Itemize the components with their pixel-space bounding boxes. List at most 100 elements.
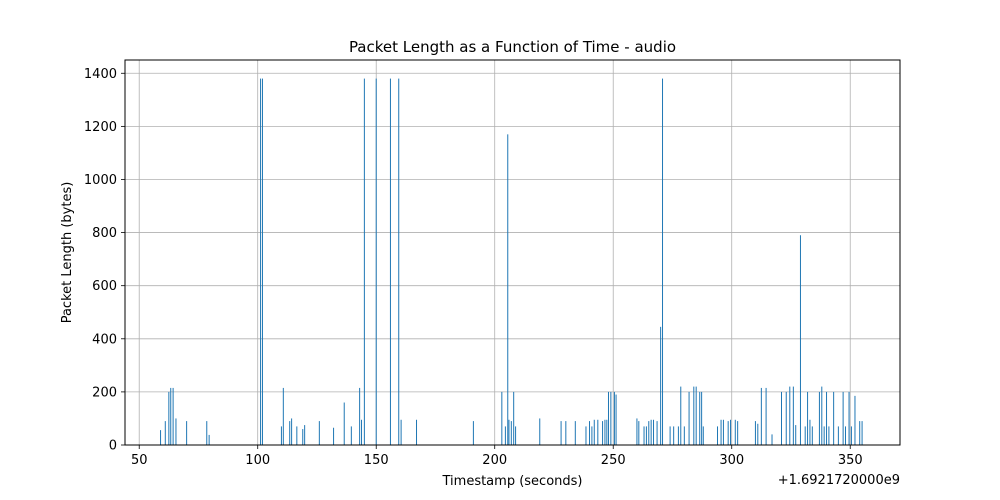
packet-bar [683,426,685,445]
packet-bar [861,421,863,445]
packet-bar [206,421,208,445]
packet-bar [606,419,608,445]
packet-bar [771,434,773,445]
packet-bar [754,421,756,445]
grid-lines [125,60,900,446]
packet-bar [645,426,647,445]
packet-bar [343,402,345,445]
packet-bar [164,421,166,445]
packet-bar [760,387,762,445]
packet-bar [734,419,736,445]
packet-bar [359,387,361,445]
packet-bar [636,418,638,445]
packet-bar [291,418,293,445]
x-tick-label: 250 [601,453,626,468]
y-tick-label: 800 [92,226,117,241]
packet-bar [844,426,846,445]
packet-bar [168,391,170,445]
packet-bar [260,78,262,445]
packet-bar [508,419,510,445]
plot-frame [124,59,901,446]
packet-bar [792,386,794,445]
x-axis-ticks: 50 100 150 200 250 300 350 [131,445,863,468]
packet-bar [737,421,739,445]
packet-bar [610,391,612,445]
packet-bar [811,426,813,445]
packet-bar [677,426,679,445]
packet-bar [804,426,806,445]
packet-bar [780,391,782,445]
packet-bar [821,386,823,445]
packet-bar [304,425,306,445]
y-tick-label: 0 [109,439,117,454]
packet-bar [289,421,291,445]
x-tick-label: 350 [838,453,863,468]
packet-bar [296,426,298,445]
packet-bar [730,419,732,445]
packet-bar [400,419,402,445]
packet-bar [699,391,701,445]
packet-bar [602,421,604,445]
packet-bar [799,235,801,445]
x-tick-label: 200 [482,453,507,468]
packet-bar [175,418,177,445]
packet-bar [727,421,729,445]
packet-bar [638,421,640,445]
packet-bar [673,426,675,445]
packet-bar [785,391,787,445]
packet-bar [472,421,474,445]
packet-bar [807,391,809,445]
packet-bar [648,421,650,445]
x-tick-label: 150 [364,453,389,468]
packet-bar [375,78,377,445]
packet-bar [613,391,615,445]
packet-bar [848,391,850,445]
packet-bar [833,391,835,445]
y-axis-ticks: 0 200 400 600 800 1000 1200 1400 [84,67,125,454]
y-axis-label: Packet Length (bytes) [60,182,75,324]
packet-bar [510,421,512,445]
chart-title: Packet Length as a Function of Time - au… [349,38,676,56]
packet-bar [261,78,263,445]
packet-bar [842,391,844,445]
packet-bar [504,426,506,445]
x-tick-label: 100 [245,453,270,468]
packet-bar [826,391,828,445]
packet-bar [722,419,724,445]
packet-bar [280,426,282,445]
y-tick-label: 1000 [84,173,117,188]
packet-bar [574,421,576,445]
x-axis-label: Timestamp (seconds) [442,474,583,489]
packet-bar [828,426,830,445]
packet-bar [720,419,722,445]
packet-bar [318,421,320,445]
packet-bar [809,419,811,445]
packet-bar [765,387,767,445]
packet-bar [859,421,861,445]
packet-bar [854,395,856,445]
packet-bar [702,426,704,445]
y-tick-label: 600 [92,279,117,294]
packet-bar [650,419,652,445]
packet-bar [660,326,662,445]
packet-bar [361,419,363,445]
packet-bar [818,391,820,445]
packet-bar [717,426,719,445]
packet-bar [669,426,671,445]
packet-bar [593,419,595,445]
packet-bar [333,427,335,445]
y-tick-label: 1200 [84,120,117,135]
packet-bar [513,391,515,445]
packet-bar [416,419,418,445]
packet-bar [350,426,352,445]
packet-bar [539,418,541,445]
packet-bar [515,426,517,445]
packet-bar [565,421,567,445]
packet-bar [170,387,172,445]
packet-bar [701,391,703,445]
packet-bar [282,387,284,445]
packet-bar [656,421,658,445]
packet-bar [850,426,852,445]
